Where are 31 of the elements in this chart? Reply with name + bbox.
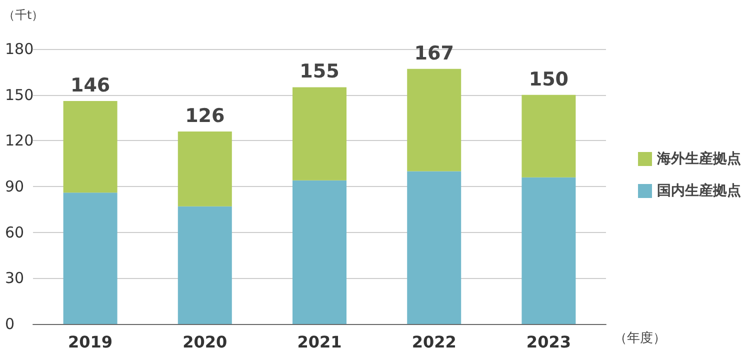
bar xyxy=(292,87,346,180)
y-tick-label: 60 xyxy=(5,223,24,242)
total-label: 167 xyxy=(414,42,454,64)
total-label: 126 xyxy=(185,105,225,127)
bar xyxy=(63,100,118,193)
total-label: 146 xyxy=(70,74,110,96)
bar xyxy=(292,180,346,324)
bar xyxy=(407,68,462,172)
bar xyxy=(63,192,118,324)
legend-label: 海外生産拠点 xyxy=(656,150,741,167)
x-tick-label: 2020 xyxy=(182,332,228,350)
x-axis-title: （年度） xyxy=(614,330,666,346)
legend-label: 国内生産拠点 xyxy=(657,182,741,199)
bar xyxy=(178,206,232,324)
y-tick-label: 150 xyxy=(5,86,34,104)
bar xyxy=(178,132,232,206)
y-tick-label: 0 xyxy=(5,315,15,333)
y-tick-label: 180 xyxy=(5,40,34,58)
y-tick-label: 90 xyxy=(5,178,24,196)
total-label: 155 xyxy=(300,60,340,83)
bar xyxy=(522,94,576,178)
total-label: 150 xyxy=(528,68,569,90)
x-tick-label: 2022 xyxy=(412,332,456,350)
y-tick-label: 30 xyxy=(5,269,24,288)
y-axis-title: （千t） xyxy=(3,8,44,22)
x-tick-label: 2021 xyxy=(297,332,342,350)
x-tick-label: 2023 xyxy=(526,332,571,350)
x-tick-label: 2019 xyxy=(68,332,113,350)
bar xyxy=(407,171,462,324)
y-tick-label: 120 xyxy=(5,132,34,150)
bar xyxy=(522,177,576,324)
